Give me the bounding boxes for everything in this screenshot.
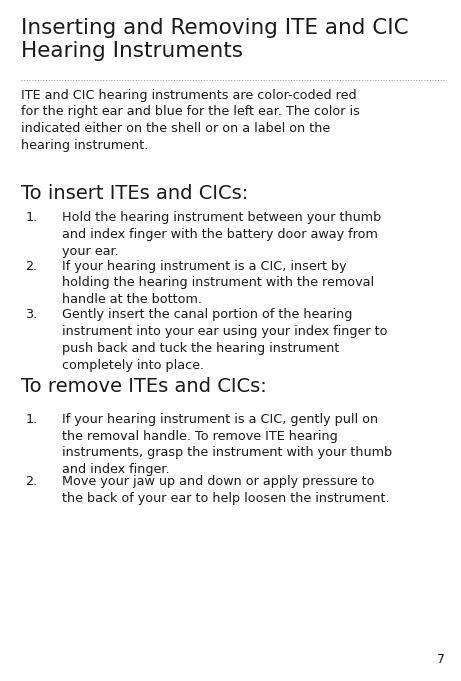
Text: 2.: 2. [25,259,37,272]
Text: To remove ITEs and CICs:: To remove ITEs and CICs: [21,377,266,396]
Text: Inserting and Removing ITE and CIC
Hearing Instruments: Inserting and Removing ITE and CIC Heari… [21,18,408,61]
Text: 1.: 1. [25,211,38,224]
Text: 2.: 2. [25,475,37,488]
Text: 3.: 3. [25,308,38,321]
Text: If your hearing instrument is a CIC, insert by
holding the hearing instrument wi: If your hearing instrument is a CIC, ins… [62,259,374,306]
Text: 7: 7 [437,653,445,666]
Text: If your hearing instrument is a CIC, gently pull on
the removal handle. To remov: If your hearing instrument is a CIC, gen… [62,413,392,476]
Text: 1.: 1. [25,413,38,426]
Text: Gently insert the canal portion of the hearing
instrument into your ear using yo: Gently insert the canal portion of the h… [62,308,388,372]
Text: ITE and CIC hearing instruments are color-coded red
for the right ear and blue f: ITE and CIC hearing instruments are colo… [21,89,360,152]
Text: To insert ITEs and CICs:: To insert ITEs and CICs: [21,184,248,203]
Text: Move your jaw up and down or apply pressure to
the back of your ear to help loos: Move your jaw up and down or apply press… [62,475,390,505]
Text: Hold the hearing instrument between your thumb
and index finger with the battery: Hold the hearing instrument between your… [62,211,382,257]
